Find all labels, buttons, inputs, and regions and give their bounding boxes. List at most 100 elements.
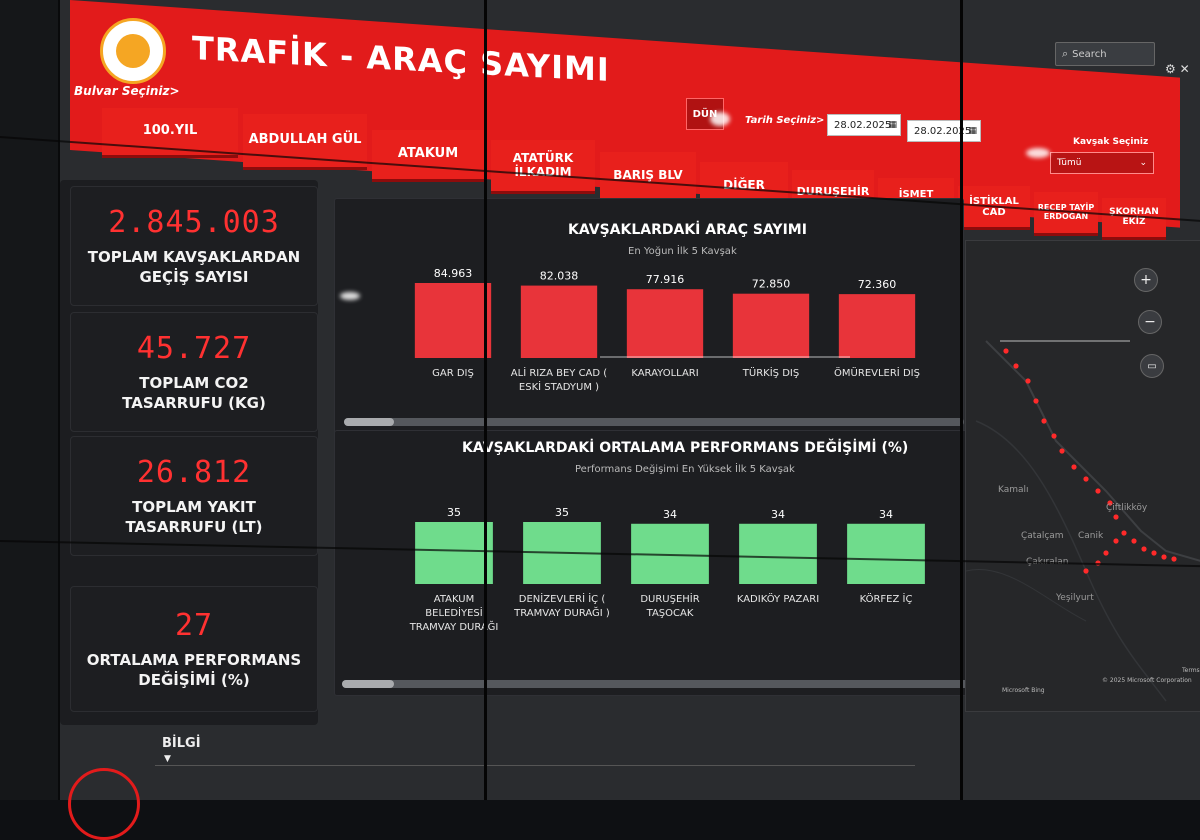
performance-scrollbar[interactable] bbox=[342, 680, 978, 688]
map-style-icon[interactable]: ▭ bbox=[1140, 354, 1164, 378]
map-town-label: Yeşilyurt bbox=[1056, 593, 1094, 603]
map-attribution: © 2025 Microsoft Corporation bbox=[1102, 677, 1192, 684]
kpi-label: ORTALAMA PERFORMANS DEĞİŞİMİ (%) bbox=[86, 651, 302, 689]
junction-select-value: Tümü bbox=[1057, 158, 1082, 168]
display-seam bbox=[960, 0, 963, 800]
chart-data-label: 35 bbox=[447, 506, 461, 519]
chart-bar[interactable] bbox=[838, 294, 916, 358]
chart-category-label: TRAMVAY DURAĞI bbox=[409, 620, 499, 633]
performance-chart-title: KAVŞAKLARDAKİ ORTALAMA PERFORMANS DEĞİŞİ… bbox=[462, 440, 909, 456]
boulevard-button-baris-blv[interactable]: BARIŞ BLV bbox=[600, 152, 696, 202]
chevron-down-icon[interactable]: ▼ bbox=[164, 754, 171, 764]
end-date-value: 28.02.2025 bbox=[914, 125, 972, 137]
light-reflection bbox=[710, 112, 730, 126]
light-reflection bbox=[340, 292, 360, 300]
start-date-value: 28.02.2025 bbox=[834, 119, 892, 131]
map-junction-marker[interactable] bbox=[1051, 433, 1057, 439]
chart-bar[interactable] bbox=[626, 289, 704, 358]
map-junction-marker[interactable] bbox=[1113, 514, 1119, 520]
kpi-label: TOPLAM CO2 TASARRUFU (KG) bbox=[122, 374, 266, 412]
chart-data-label: 82.038 bbox=[540, 270, 579, 283]
chart-bar[interactable] bbox=[739, 523, 817, 584]
chart-bar[interactable] bbox=[732, 293, 810, 358]
search-placeholder: Search bbox=[1072, 48, 1107, 60]
map-junction-marker[interactable] bbox=[1033, 398, 1039, 404]
map-junction-marker[interactable] bbox=[1171, 556, 1177, 562]
chart-bar[interactable] bbox=[847, 523, 925, 584]
map-zoom-out-button[interactable]: − bbox=[1138, 310, 1162, 334]
chart-data-label: 34 bbox=[771, 508, 785, 521]
map-junction-marker[interactable] bbox=[1041, 418, 1047, 424]
chart-bar[interactable] bbox=[414, 283, 492, 358]
map-junction-marker[interactable] bbox=[1095, 488, 1101, 494]
map-terms-link[interactable]: Terms bbox=[1182, 667, 1200, 674]
boulevard-button-skorhan-ekiz[interactable]: ŞKORHAN EKİZ bbox=[1102, 198, 1166, 240]
kpi-label: TOPLAM YAKIT TASARRUFU (LT) bbox=[125, 498, 263, 536]
map-junction-marker[interactable] bbox=[1161, 554, 1167, 560]
map-junction-marker[interactable] bbox=[1151, 550, 1157, 556]
chart-category-label: DURUŞEHİR bbox=[640, 592, 699, 605]
map-junction-marker[interactable] bbox=[1013, 363, 1019, 369]
map-junction-marker[interactable] bbox=[1141, 546, 1147, 552]
boulevard-button-abdullah-gul[interactable]: ABDULLAH GÜL bbox=[243, 114, 367, 170]
vehicle-count-bar-chart: 84.963 GAR DIŞ 82.038 ALİ RIZA BEY CAD (ESK… bbox=[414, 267, 920, 393]
performance-scrollbar-thumb[interactable] bbox=[342, 680, 394, 688]
chart-category-label: TÜRKİŞ DIŞ bbox=[742, 366, 799, 379]
map-junction-marker[interactable] bbox=[1131, 538, 1137, 544]
calendar-icon[interactable]: ▦ bbox=[888, 120, 897, 130]
end-date-field[interactable]: 28.02.2025 ▦ bbox=[907, 120, 981, 142]
vehicle-count-scrollbar-thumb[interactable] bbox=[344, 418, 394, 426]
start-date-field[interactable]: 28.02.2025 ▦ bbox=[827, 114, 901, 136]
chart-data-label: 34 bbox=[879, 508, 893, 521]
map-town-label: Canik bbox=[1078, 531, 1104, 541]
map-junction-marker[interactable] bbox=[1121, 530, 1127, 536]
junction-select-label: Kavşak Seçiniz bbox=[1073, 137, 1149, 147]
chart-category-label: GAR DIŞ bbox=[432, 368, 474, 379]
kpi-value: 26.812 bbox=[136, 455, 252, 490]
vehicle-count-scrollbar[interactable] bbox=[344, 418, 964, 426]
chart-category-label: KÖRFEZ İÇ bbox=[860, 592, 913, 605]
map-junction-marker[interactable] bbox=[1025, 378, 1031, 384]
search-input[interactable]: ⌕ Search bbox=[1055, 42, 1155, 66]
light-reflection bbox=[600, 356, 850, 358]
chart-category-label: ESKİ STADYUM ) bbox=[519, 380, 599, 393]
info-divider bbox=[155, 765, 915, 766]
map-junction-marker[interactable] bbox=[1107, 500, 1113, 506]
settings-icon[interactable]: ⚙ ✕ bbox=[1165, 62, 1190, 76]
chart-category-label: BELEDİYESİ bbox=[425, 606, 482, 619]
map-junction-marker[interactable] bbox=[1103, 550, 1109, 556]
calendar-icon[interactable]: ▦ bbox=[968, 126, 977, 136]
chart-data-label: 72.850 bbox=[752, 278, 791, 291]
chart-data-label: 84.963 bbox=[434, 267, 473, 280]
boulevard-button-ataturk-ilkadim[interactable]: ATATÜRK İLKADIM bbox=[491, 140, 595, 194]
light-reflection bbox=[1000, 340, 1130, 342]
display-seam bbox=[484, 0, 487, 800]
map-zoom-in-button[interactable]: + bbox=[1134, 268, 1158, 292]
map-junction-marker[interactable] bbox=[1071, 464, 1077, 470]
map-town-label: Kamalı bbox=[998, 485, 1029, 495]
junction-select[interactable]: Tümü ⌄ bbox=[1050, 152, 1154, 174]
vehicle-count-chart-subtitle: En Yoğun İlk 5 Kavşak bbox=[628, 246, 737, 257]
chart-data-label: 72.360 bbox=[858, 278, 897, 291]
map-junction-marker[interactable] bbox=[1059, 448, 1065, 454]
map-canvas[interactable] bbox=[966, 241, 1200, 711]
kpi-value: 45.727 bbox=[136, 331, 252, 366]
info-section-label[interactable]: BİLGİ bbox=[162, 736, 201, 751]
chart-data-label: 34 bbox=[663, 508, 677, 521]
light-reflection bbox=[1026, 148, 1050, 158]
boulevard-button-atakum[interactable]: ATAKUM bbox=[372, 130, 484, 182]
chart-bar[interactable] bbox=[520, 285, 598, 358]
chevron-down-icon: ⌄ bbox=[1139, 158, 1147, 168]
map-junction-marker[interactable] bbox=[1083, 476, 1089, 482]
map-panel[interactable]: Kamalı Çiftlikköy Çatalçam Çakıralan Yeş… bbox=[965, 240, 1200, 712]
vehicle-count-chart-title: KAVŞAKLARDAKİ ARAÇ SAYIMI bbox=[568, 222, 807, 238]
chart-bar[interactable] bbox=[415, 522, 493, 584]
kpi-card-co2-savings: 45.727 TOPLAM CO2 TASARRUFU (KG) bbox=[70, 312, 318, 432]
map-junction-marker[interactable] bbox=[1113, 538, 1119, 544]
map-town-label: Çatalçam bbox=[1021, 531, 1064, 541]
map-junction-marker[interactable] bbox=[1083, 568, 1089, 574]
chart-data-label: 77.916 bbox=[646, 273, 685, 286]
municipality-logo bbox=[100, 18, 166, 84]
map-junction-marker[interactable] bbox=[1003, 348, 1009, 354]
chart-category-label: KARAYOLLARI bbox=[631, 368, 698, 379]
